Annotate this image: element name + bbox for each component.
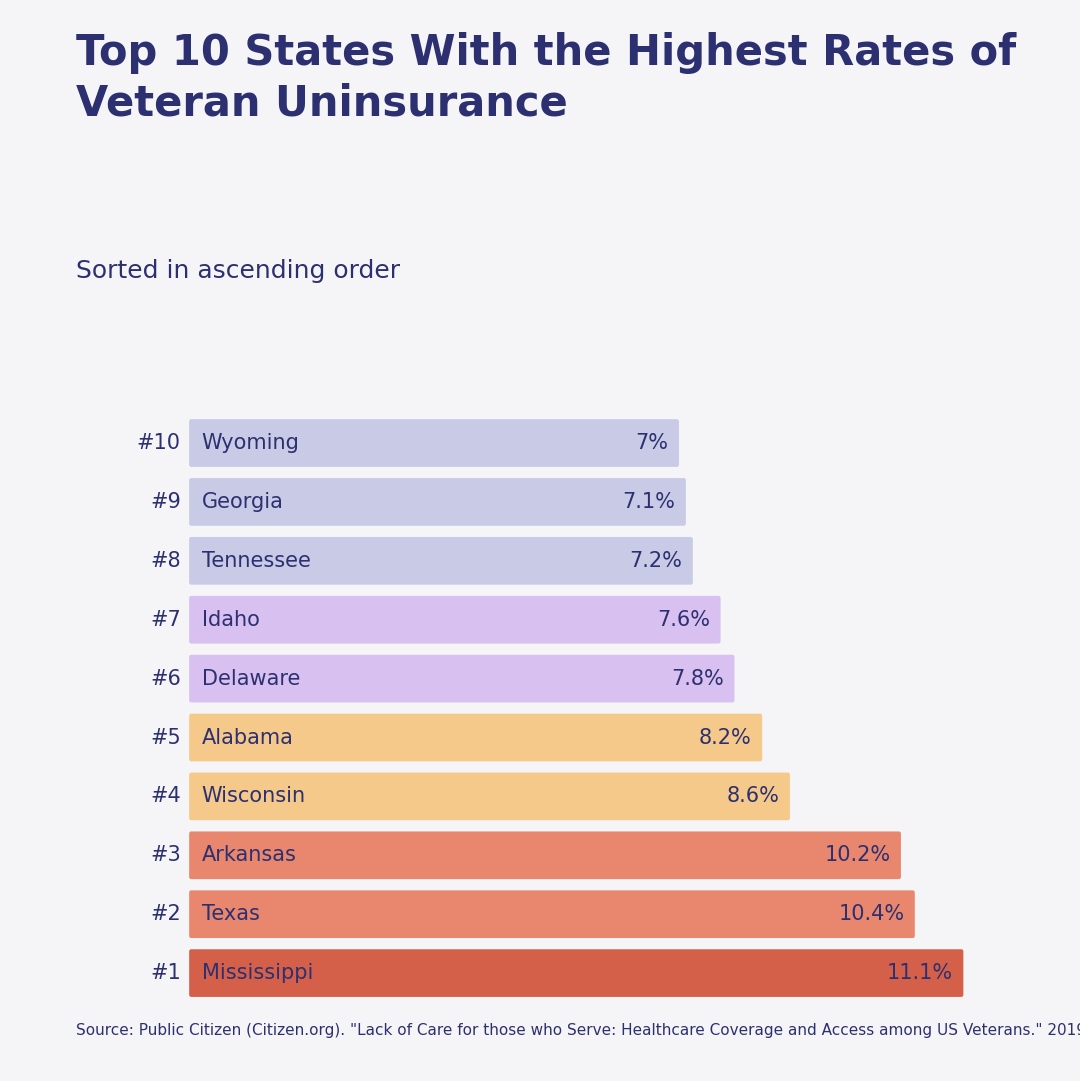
- FancyBboxPatch shape: [189, 655, 734, 703]
- FancyBboxPatch shape: [189, 713, 762, 761]
- Text: Georgia: Georgia: [202, 492, 284, 512]
- Text: #10: #10: [137, 433, 180, 453]
- Text: 10.2%: 10.2%: [824, 845, 891, 865]
- Text: Tennessee: Tennessee: [202, 551, 311, 571]
- Text: Sorted in ascending order: Sorted in ascending order: [76, 259, 400, 283]
- Text: 7.6%: 7.6%: [657, 610, 711, 630]
- Text: #2: #2: [150, 904, 180, 924]
- Text: #5: #5: [150, 728, 180, 747]
- Text: Arkansas: Arkansas: [202, 845, 297, 865]
- FancyBboxPatch shape: [189, 831, 901, 879]
- Text: Mississippi: Mississippi: [202, 963, 313, 983]
- FancyBboxPatch shape: [189, 949, 963, 997]
- Text: #4: #4: [150, 786, 180, 806]
- Text: 7.1%: 7.1%: [622, 492, 675, 512]
- Text: Wyoming: Wyoming: [202, 433, 299, 453]
- Text: 7%: 7%: [635, 433, 669, 453]
- Text: #9: #9: [150, 492, 180, 512]
- Text: 11.1%: 11.1%: [887, 963, 953, 983]
- Text: #1: #1: [150, 963, 180, 983]
- Text: 10.4%: 10.4%: [838, 904, 904, 924]
- Text: Wisconsin: Wisconsin: [202, 786, 306, 806]
- Text: #8: #8: [150, 551, 180, 571]
- Text: 7.8%: 7.8%: [672, 669, 724, 689]
- Text: Idaho: Idaho: [202, 610, 259, 630]
- Text: 8.2%: 8.2%: [699, 728, 752, 747]
- FancyBboxPatch shape: [189, 419, 679, 467]
- Text: 7.2%: 7.2%: [630, 551, 683, 571]
- FancyBboxPatch shape: [189, 537, 692, 585]
- Text: #3: #3: [150, 845, 180, 865]
- FancyBboxPatch shape: [189, 478, 686, 525]
- FancyBboxPatch shape: [189, 891, 915, 938]
- Text: Delaware: Delaware: [202, 669, 300, 689]
- Text: Source: Public Citizen (Citizen.org). "Lack of Care for those who Serve: Healthc: Source: Public Citizen (Citizen.org). "L…: [76, 1023, 1080, 1038]
- FancyBboxPatch shape: [189, 773, 789, 820]
- Text: Top 10 States With the Highest Rates of
Veteran Uninsurance: Top 10 States With the Highest Rates of …: [76, 32, 1016, 124]
- Text: #6: #6: [150, 669, 180, 689]
- Text: 8.6%: 8.6%: [727, 786, 780, 806]
- Text: Alabama: Alabama: [202, 728, 294, 747]
- Text: #7: #7: [150, 610, 180, 630]
- FancyBboxPatch shape: [189, 596, 720, 643]
- Text: Texas: Texas: [202, 904, 259, 924]
